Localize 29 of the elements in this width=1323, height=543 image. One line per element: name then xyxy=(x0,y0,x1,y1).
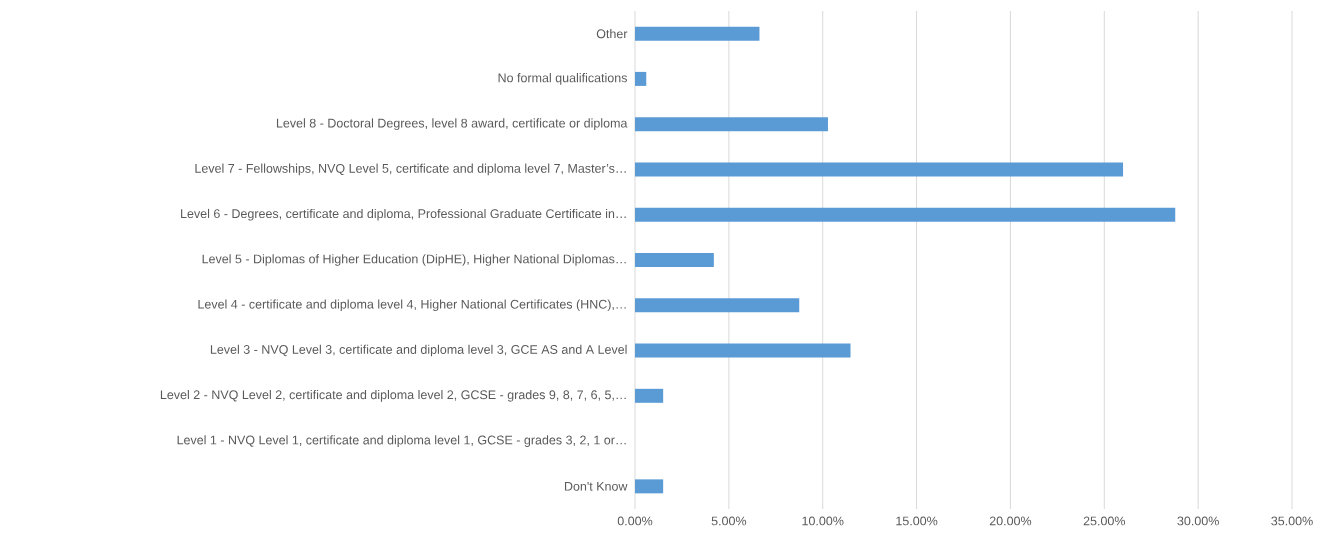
y-tick-label: Level 4 - certificate and diploma level 4, Higher National Certificates (HNC),… xyxy=(198,299,626,312)
bar xyxy=(635,71,647,86)
x-tick-label: 15.00% xyxy=(896,516,938,526)
y-tick-label: Don't Know xyxy=(564,482,628,491)
bar xyxy=(635,162,1124,177)
y-tick-label: Other xyxy=(596,29,628,39)
bar xyxy=(635,117,828,132)
x-tick-label: 10.00% xyxy=(802,516,844,526)
bar xyxy=(635,207,1176,222)
x-tick-label: 35.00% xyxy=(1271,516,1313,526)
y-tick-label: Level 8 - Doctoral Degrees, level 8 award, certificate or diploma xyxy=(276,118,628,130)
x-tick-label: 0.00% xyxy=(617,516,653,526)
x-tick-label: 20.00% xyxy=(989,516,1032,526)
bar xyxy=(635,343,851,358)
bar xyxy=(635,253,714,267)
y-tick-label: Level 5 - Diplomas of Higher Education (DipHE), Higher National Diplomas… xyxy=(202,254,626,266)
bar xyxy=(635,298,800,313)
y-tick-label: Level 7 - Fellowships, NVQ Level 5, certificate and diploma level 7, Master’s… xyxy=(195,163,626,176)
bar xyxy=(635,26,760,41)
x-tick-label: 5.00% xyxy=(711,516,747,526)
y-tick-label: No formal qualifications xyxy=(498,73,627,85)
y-tick-label: Level 1 - NVQ Level 1, certificate and diploma level 1, GCSE - grades 3, 2, 1 or… xyxy=(177,435,626,447)
bar xyxy=(635,388,664,403)
y-tick-label: Level 6 - Degrees, certificate and diploma, Professional Graduate Certificate in… xyxy=(181,208,626,221)
x-tick-label: 30.00% xyxy=(1177,516,1219,526)
bar xyxy=(635,479,664,494)
y-tick-label: Level 2 - NVQ Level 2, certificate and diploma level 2, GCSE - grades 9, 8, 7, 6, 5,… xyxy=(160,389,626,402)
x-tick-label: 25.00% xyxy=(1083,516,1126,526)
y-tick-label: Level 3 - NVQ Level 3, certificate and diploma level 3, GCE AS and A Level xyxy=(210,344,627,357)
